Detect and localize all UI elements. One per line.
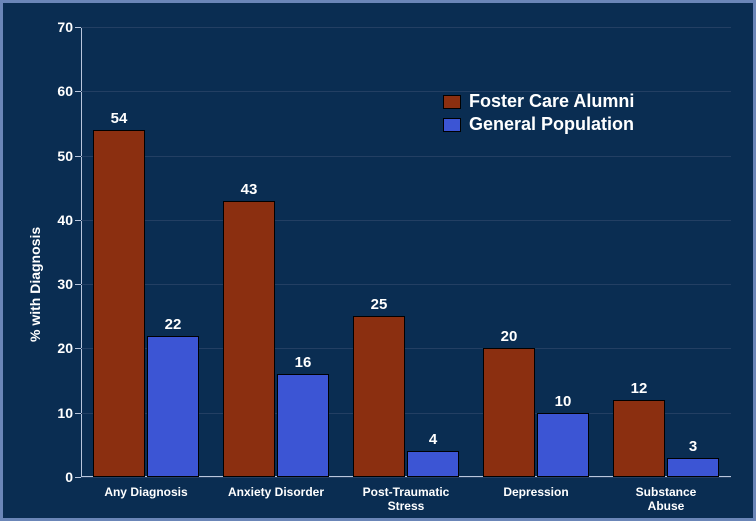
y-tick-mark	[75, 156, 81, 157]
gridline	[81, 156, 731, 157]
bar: 4	[407, 451, 459, 477]
bar: 12	[613, 400, 665, 477]
gridline	[81, 220, 731, 221]
legend-item: General Population	[443, 114, 634, 135]
gridline	[81, 477, 731, 478]
y-tick-label: 30	[57, 276, 73, 292]
y-tick-label: 10	[57, 405, 73, 421]
bar-value-label: 54	[111, 110, 128, 127]
category-label: Anxiety Disorder	[221, 485, 331, 499]
legend: Foster Care AlumniGeneral Population	[443, 91, 634, 137]
bar-value-label: 10	[555, 393, 572, 410]
bar: 25	[353, 316, 405, 477]
bar: 16	[277, 374, 329, 477]
bar: 10	[537, 413, 589, 477]
y-tick-label: 0	[65, 469, 73, 485]
bar: 22	[147, 336, 199, 477]
category-label: Depression	[481, 485, 591, 499]
bar: 3	[667, 458, 719, 477]
legend-label: Foster Care Alumni	[469, 91, 634, 112]
gridline	[81, 27, 731, 28]
y-tick-label: 20	[57, 340, 73, 356]
y-tick-mark	[75, 284, 81, 285]
gridline	[81, 284, 731, 285]
bar-value-label: 16	[295, 354, 312, 371]
bar-value-label: 3	[689, 438, 697, 455]
bar: 54	[93, 130, 145, 477]
bar: 43	[223, 201, 275, 477]
bar-value-label: 12	[631, 380, 648, 397]
bar: 20	[483, 348, 535, 477]
bar-value-label: 20	[501, 328, 518, 345]
legend-label: General Population	[469, 114, 634, 135]
y-tick-label: 60	[57, 83, 73, 99]
y-tick-label: 40	[57, 212, 73, 228]
y-tick-mark	[75, 348, 81, 349]
y-tick-mark	[75, 27, 81, 28]
legend-swatch	[443, 118, 461, 132]
y-tick-mark	[75, 220, 81, 221]
bar-value-label: 22	[165, 316, 182, 333]
y-tick-label: 50	[57, 148, 73, 164]
category-label: Post-Traumatic Stress	[351, 485, 461, 514]
y-axis-title: % with Diagnosis	[27, 227, 43, 342]
legend-item: Foster Care Alumni	[443, 91, 634, 112]
y-tick-mark	[75, 91, 81, 92]
chart-container: 0102030405060705422Any Diagnosis4316Anxi…	[0, 0, 756, 521]
legend-swatch	[443, 95, 461, 109]
bar-value-label: 4	[429, 431, 437, 448]
bar-value-label: 25	[371, 296, 388, 313]
category-label: Any Diagnosis	[91, 485, 201, 499]
y-tick-mark	[75, 477, 81, 478]
y-axis-line	[81, 27, 82, 477]
y-tick-mark	[75, 413, 81, 414]
bar-value-label: 43	[241, 181, 258, 198]
category-label: Substance Abuse	[611, 485, 721, 514]
y-tick-label: 70	[57, 19, 73, 35]
